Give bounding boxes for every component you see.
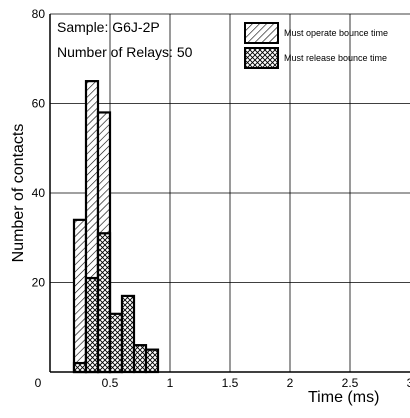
x-tick-label: 2.5	[342, 376, 359, 390]
legend-label-release: Must release bounce time	[284, 53, 387, 63]
histogram-bar-series-release	[144, 348, 160, 374]
legend-label-operate: Must operate bounce time	[284, 28, 388, 38]
x-tick-labels: 0 0.5 1 1.5 2 2.5 3	[35, 376, 410, 390]
x-tick-label: 2	[287, 376, 294, 390]
histogram-bar-series-release	[108, 312, 124, 374]
histogram-bar-series-release	[132, 344, 148, 374]
histogram-bar-series-release	[96, 232, 112, 374]
histogram-bar-series-release	[72, 361, 88, 374]
legend-swatch-release	[244, 47, 279, 69]
histogram-bar-series-operate	[72, 218, 88, 374]
x-axis-title: Time (ms)	[308, 389, 379, 406]
legend-swatch-operate	[244, 22, 279, 44]
x-tick-label: 0	[35, 376, 42, 390]
series-release-bars	[72, 232, 160, 374]
y-tick-label: 80	[32, 7, 46, 21]
y-tick-label: 40	[32, 186, 46, 200]
histogram-bar-series-release	[120, 294, 136, 374]
x-tick-label: 1.5	[222, 376, 239, 390]
y-axis-title: Number of contacts	[10, 124, 27, 263]
relays-label: Number of Relays: 50	[57, 44, 193, 60]
x-tick-label: 0.5	[102, 376, 119, 390]
x-tick-label: 3	[407, 376, 410, 390]
y-tick-label: 60	[32, 97, 46, 111]
legend: Must operate bounce time Must release bo…	[244, 22, 388, 69]
histogram-bar-series-release	[84, 276, 100, 374]
y-tick-label: 20	[32, 276, 46, 290]
y-tick-labels: 20 40 60 80	[32, 7, 46, 290]
x-tick-label: 1	[167, 376, 174, 390]
sample-label: Sample: G6J-2P	[57, 19, 160, 35]
